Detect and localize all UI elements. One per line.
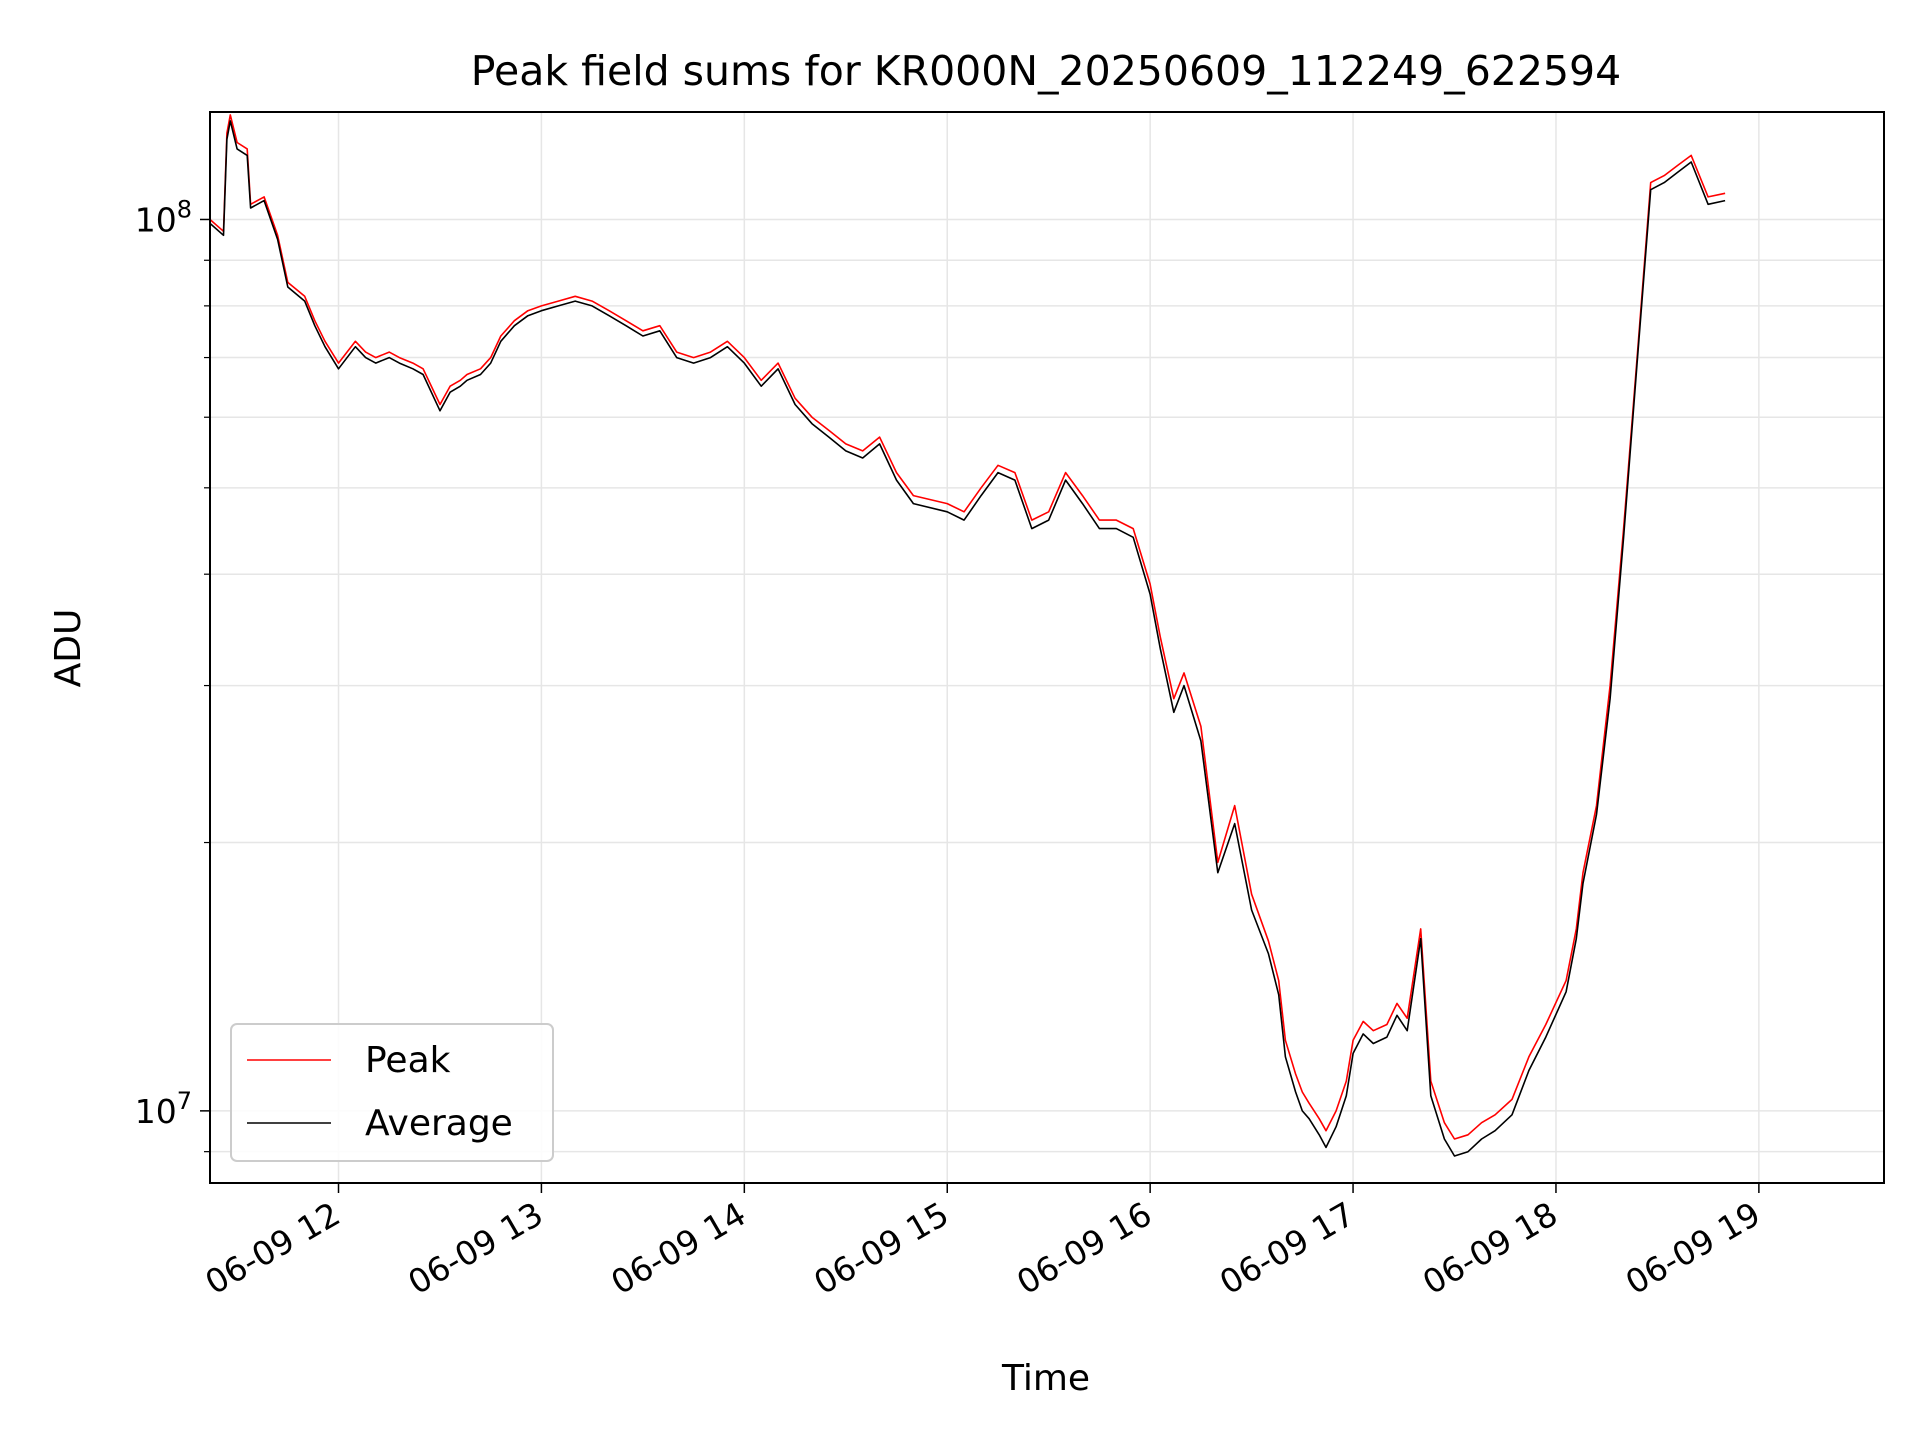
chart-title: Peak field sums for KR000N_20250609_1122… xyxy=(471,47,1621,95)
x-axis-label: Time xyxy=(1001,1358,1090,1399)
y-tick-label-1: 108 xyxy=(135,195,192,239)
y-tick-label-0: 107 xyxy=(135,1087,192,1131)
series-line-peak xyxy=(209,114,1726,1140)
legend-label-peak: Peak xyxy=(365,1040,451,1081)
y-axis-label: ADU xyxy=(48,609,89,688)
plot-frame xyxy=(209,111,1885,1184)
series-layer xyxy=(209,114,1726,1157)
legend: Peak Average xyxy=(230,1023,554,1162)
series-line-average xyxy=(209,120,1726,1157)
y-axis: 107 108 xyxy=(135,195,210,1153)
legend-label-average: Average xyxy=(365,1103,513,1144)
legend-box xyxy=(230,1023,554,1162)
